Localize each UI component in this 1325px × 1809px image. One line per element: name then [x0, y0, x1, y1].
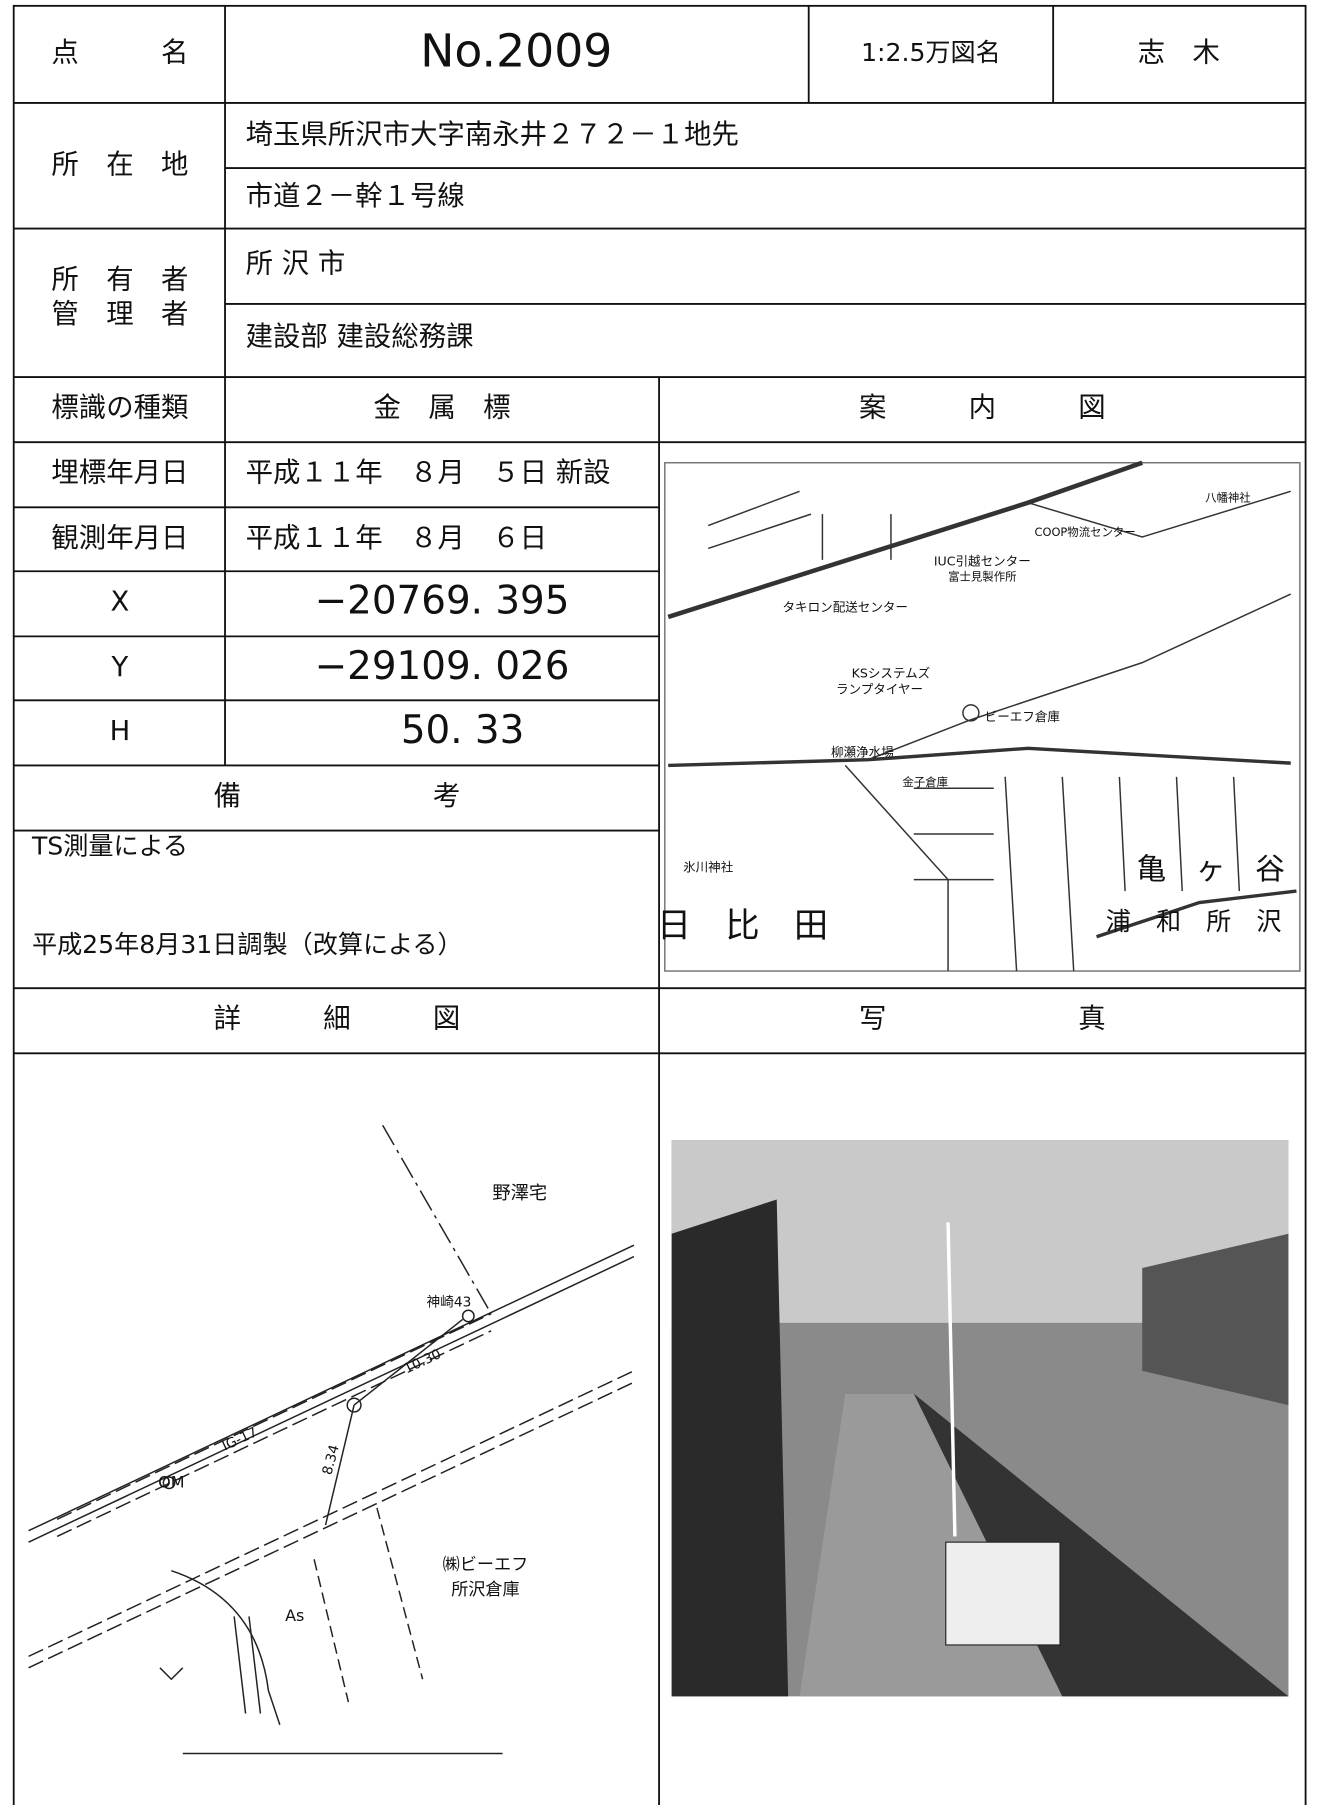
map-label: ランプタイヤー: [836, 682, 923, 697]
drawing-label: 所沢倉庫: [451, 1580, 520, 1600]
label: 所 有 者: [51, 265, 188, 296]
table-grid: [12, 4, 1307, 1809]
remark: 平成25年8月31日調製（改算による）: [32, 930, 463, 959]
label: 所 在 地: [51, 149, 188, 180]
map-label: 日 比 田: [657, 906, 828, 946]
label: 標識の種類: [51, 393, 188, 424]
drawing-label: As: [285, 1606, 304, 1625]
point-name: No.2009: [420, 24, 612, 77]
photo: [671, 1140, 1289, 1697]
label: 1:2.5万図名: [861, 38, 1001, 67]
map-label: 浦 和 所 沢: [1106, 907, 1282, 936]
drawing-label: 神崎43: [427, 1294, 472, 1310]
map-label: ビーエフ倉庫: [985, 709, 1060, 724]
map-label: IUC引越センター: [934, 554, 1031, 569]
value: 市道２－幹１号線: [246, 181, 465, 212]
section-title: 案 内 図: [859, 393, 1106, 424]
value: 平成１１年 ８月 ５日 新設: [246, 458, 611, 489]
value: −20769. 395: [315, 579, 570, 624]
drawing-label: OM: [158, 1472, 184, 1491]
map-label: KSシステムズ: [852, 666, 931, 681]
label: H: [110, 716, 131, 747]
map-label: タキロン配送センター: [783, 599, 908, 614]
drawing-label: 8.34: [320, 1443, 343, 1477]
map-label: COOP物流センター: [1035, 525, 1136, 539]
value: 建設部 建設総務課: [246, 322, 474, 353]
value: 所 沢 市: [246, 249, 346, 280]
map-name: 志 木: [1138, 37, 1220, 68]
remark: TS測量による: [31, 832, 188, 861]
label: Y: [111, 652, 129, 683]
detail-drawing: [28, 1124, 635, 1755]
map-label: 八幡神社: [1205, 491, 1251, 505]
label: X: [111, 587, 130, 618]
label: 観測年月日: [51, 523, 188, 554]
drawing-label: 野澤宅: [492, 1183, 547, 1204]
map-label: 亀 ヶ 谷: [1137, 852, 1285, 887]
map-label: 柳瀬浄水場: [831, 744, 894, 759]
label: 点 名: [51, 37, 188, 68]
map-label: 金子倉庫: [902, 775, 948, 789]
value: 平成１１年 ８月 ６日: [246, 523, 547, 554]
section-title: 写 真: [859, 1004, 1106, 1035]
section-title: 備 考: [214, 781, 461, 812]
label: 管 理 者: [51, 299, 188, 330]
value: 埼玉県所沢市大字南永井２７２－１地先: [246, 120, 739, 151]
value: −29109. 026: [315, 644, 570, 689]
guide-map: [664, 460, 1301, 972]
section-title: 詳 細 図: [214, 1004, 461, 1035]
value: 50. 33: [401, 708, 525, 753]
value: 金 属 標: [374, 393, 511, 424]
map-label: 氷川神社: [683, 860, 734, 875]
drawing-label: ㈱ビーエフ: [443, 1555, 529, 1575]
map-label: 富士見製作所: [948, 569, 1016, 583]
label: 埋標年月日: [51, 458, 188, 489]
